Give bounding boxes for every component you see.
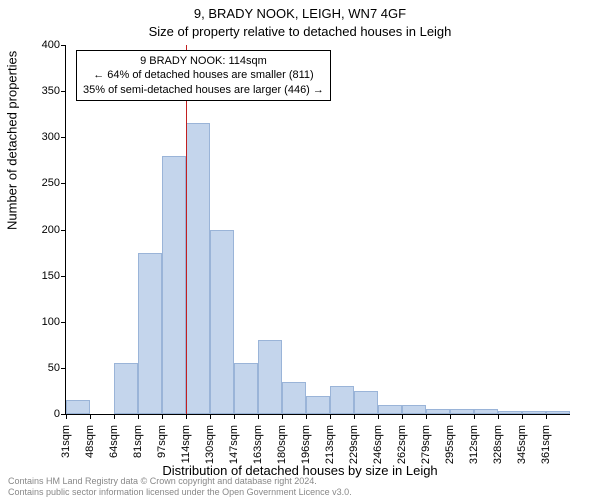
- plot-area: 05010015020025030035040031sqm48sqm64sqm8…: [65, 45, 570, 415]
- x-tick-mark: [546, 414, 547, 419]
- x-tick-label: 48sqm: [84, 425, 96, 458]
- histogram-bar: [282, 382, 306, 414]
- footer-line: Contains public sector information licen…: [8, 487, 352, 498]
- x-tick-label: 312sqm: [468, 425, 480, 464]
- histogram-bar: [474, 409, 498, 414]
- histogram-bar: [114, 363, 138, 414]
- annotation-line: 9 BRADY NOOK: 114sqm: [83, 54, 324, 68]
- histogram-bar: [186, 123, 210, 414]
- histogram-bar: [306, 396, 330, 414]
- x-tick-label: 345sqm: [516, 425, 528, 464]
- histogram-bar: [66, 400, 90, 414]
- x-tick-label: 262sqm: [396, 425, 408, 464]
- x-tick-label: 163sqm: [252, 425, 264, 464]
- footer-attribution: Contains HM Land Registry data © Crown c…: [8, 476, 352, 498]
- x-tick-label: 196sqm: [300, 425, 312, 464]
- x-tick-mark: [354, 414, 355, 419]
- x-tick-mark: [330, 414, 331, 419]
- histogram-bar: [258, 340, 282, 414]
- x-tick-label: 328sqm: [492, 425, 504, 464]
- histogram-bar: [498, 411, 522, 414]
- y-tick-mark: [61, 368, 66, 369]
- x-tick-mark: [522, 414, 523, 419]
- histogram-bar: [378, 405, 402, 414]
- footer-line: Contains HM Land Registry data © Crown c…: [8, 476, 352, 487]
- annotation-box: 9 BRADY NOOK: 114sqm← 64% of detached ho…: [76, 50, 331, 101]
- x-tick-mark: [402, 414, 403, 419]
- x-tick-label: 81sqm: [132, 425, 144, 458]
- y-tick-mark: [61, 230, 66, 231]
- histogram-bar: [522, 411, 546, 414]
- y-tick-mark: [61, 45, 66, 46]
- x-tick-label: 295sqm: [444, 425, 456, 464]
- x-tick-label: 97sqm: [156, 425, 168, 458]
- histogram-bar: [138, 253, 162, 414]
- x-tick-mark: [186, 414, 187, 419]
- histogram-bar: [426, 409, 450, 414]
- x-tick-label: 279sqm: [420, 425, 432, 464]
- histogram-bar: [450, 409, 474, 414]
- x-tick-label: 31sqm: [60, 425, 72, 458]
- y-tick-mark: [61, 276, 66, 277]
- x-tick-label: 147sqm: [228, 425, 240, 464]
- y-tick-mark: [61, 183, 66, 184]
- x-tick-label: 114sqm: [180, 425, 192, 463]
- x-tick-label: 180sqm: [276, 425, 288, 464]
- x-tick-mark: [234, 414, 235, 419]
- histogram-bar: [330, 386, 354, 414]
- y-axis-label: Number of detached properties: [5, 51, 20, 230]
- x-tick-label: 246sqm: [372, 425, 384, 464]
- histogram-bar: [354, 391, 378, 414]
- x-tick-mark: [282, 414, 283, 419]
- x-tick-label: 229sqm: [348, 425, 360, 464]
- chart-subtitle: Size of property relative to detached ho…: [0, 24, 600, 39]
- x-tick-label: 64sqm: [108, 425, 120, 458]
- annotation-line: 35% of semi-detached houses are larger (…: [83, 83, 324, 97]
- x-tick-label: 213sqm: [324, 425, 336, 464]
- x-tick-label: 130sqm: [204, 425, 216, 464]
- x-tick-mark: [378, 414, 379, 419]
- y-tick-mark: [61, 137, 66, 138]
- histogram-bar: [210, 230, 234, 415]
- x-tick-label: 361sqm: [540, 425, 552, 464]
- x-tick-mark: [258, 414, 259, 419]
- histogram-bar: [402, 405, 426, 414]
- x-tick-mark: [162, 414, 163, 419]
- x-tick-mark: [474, 414, 475, 419]
- annotation-line: ← 64% of detached houses are smaller (81…: [83, 68, 324, 82]
- x-tick-mark: [498, 414, 499, 419]
- x-tick-mark: [138, 414, 139, 419]
- x-tick-mark: [426, 414, 427, 419]
- y-tick-mark: [61, 91, 66, 92]
- chart-container: 9, BRADY NOOK, LEIGH, WN7 4GF Size of pr…: [0, 0, 600, 500]
- x-tick-mark: [114, 414, 115, 419]
- y-tick-mark: [61, 322, 66, 323]
- histogram-bar: [162, 156, 186, 414]
- histogram-bar: [234, 363, 258, 414]
- x-tick-mark: [90, 414, 91, 419]
- histogram-bar: [546, 411, 570, 414]
- x-tick-mark: [210, 414, 211, 419]
- x-tick-mark: [66, 414, 67, 419]
- x-tick-mark: [306, 414, 307, 419]
- x-tick-mark: [450, 414, 451, 419]
- chart-title: 9, BRADY NOOK, LEIGH, WN7 4GF: [0, 6, 600, 21]
